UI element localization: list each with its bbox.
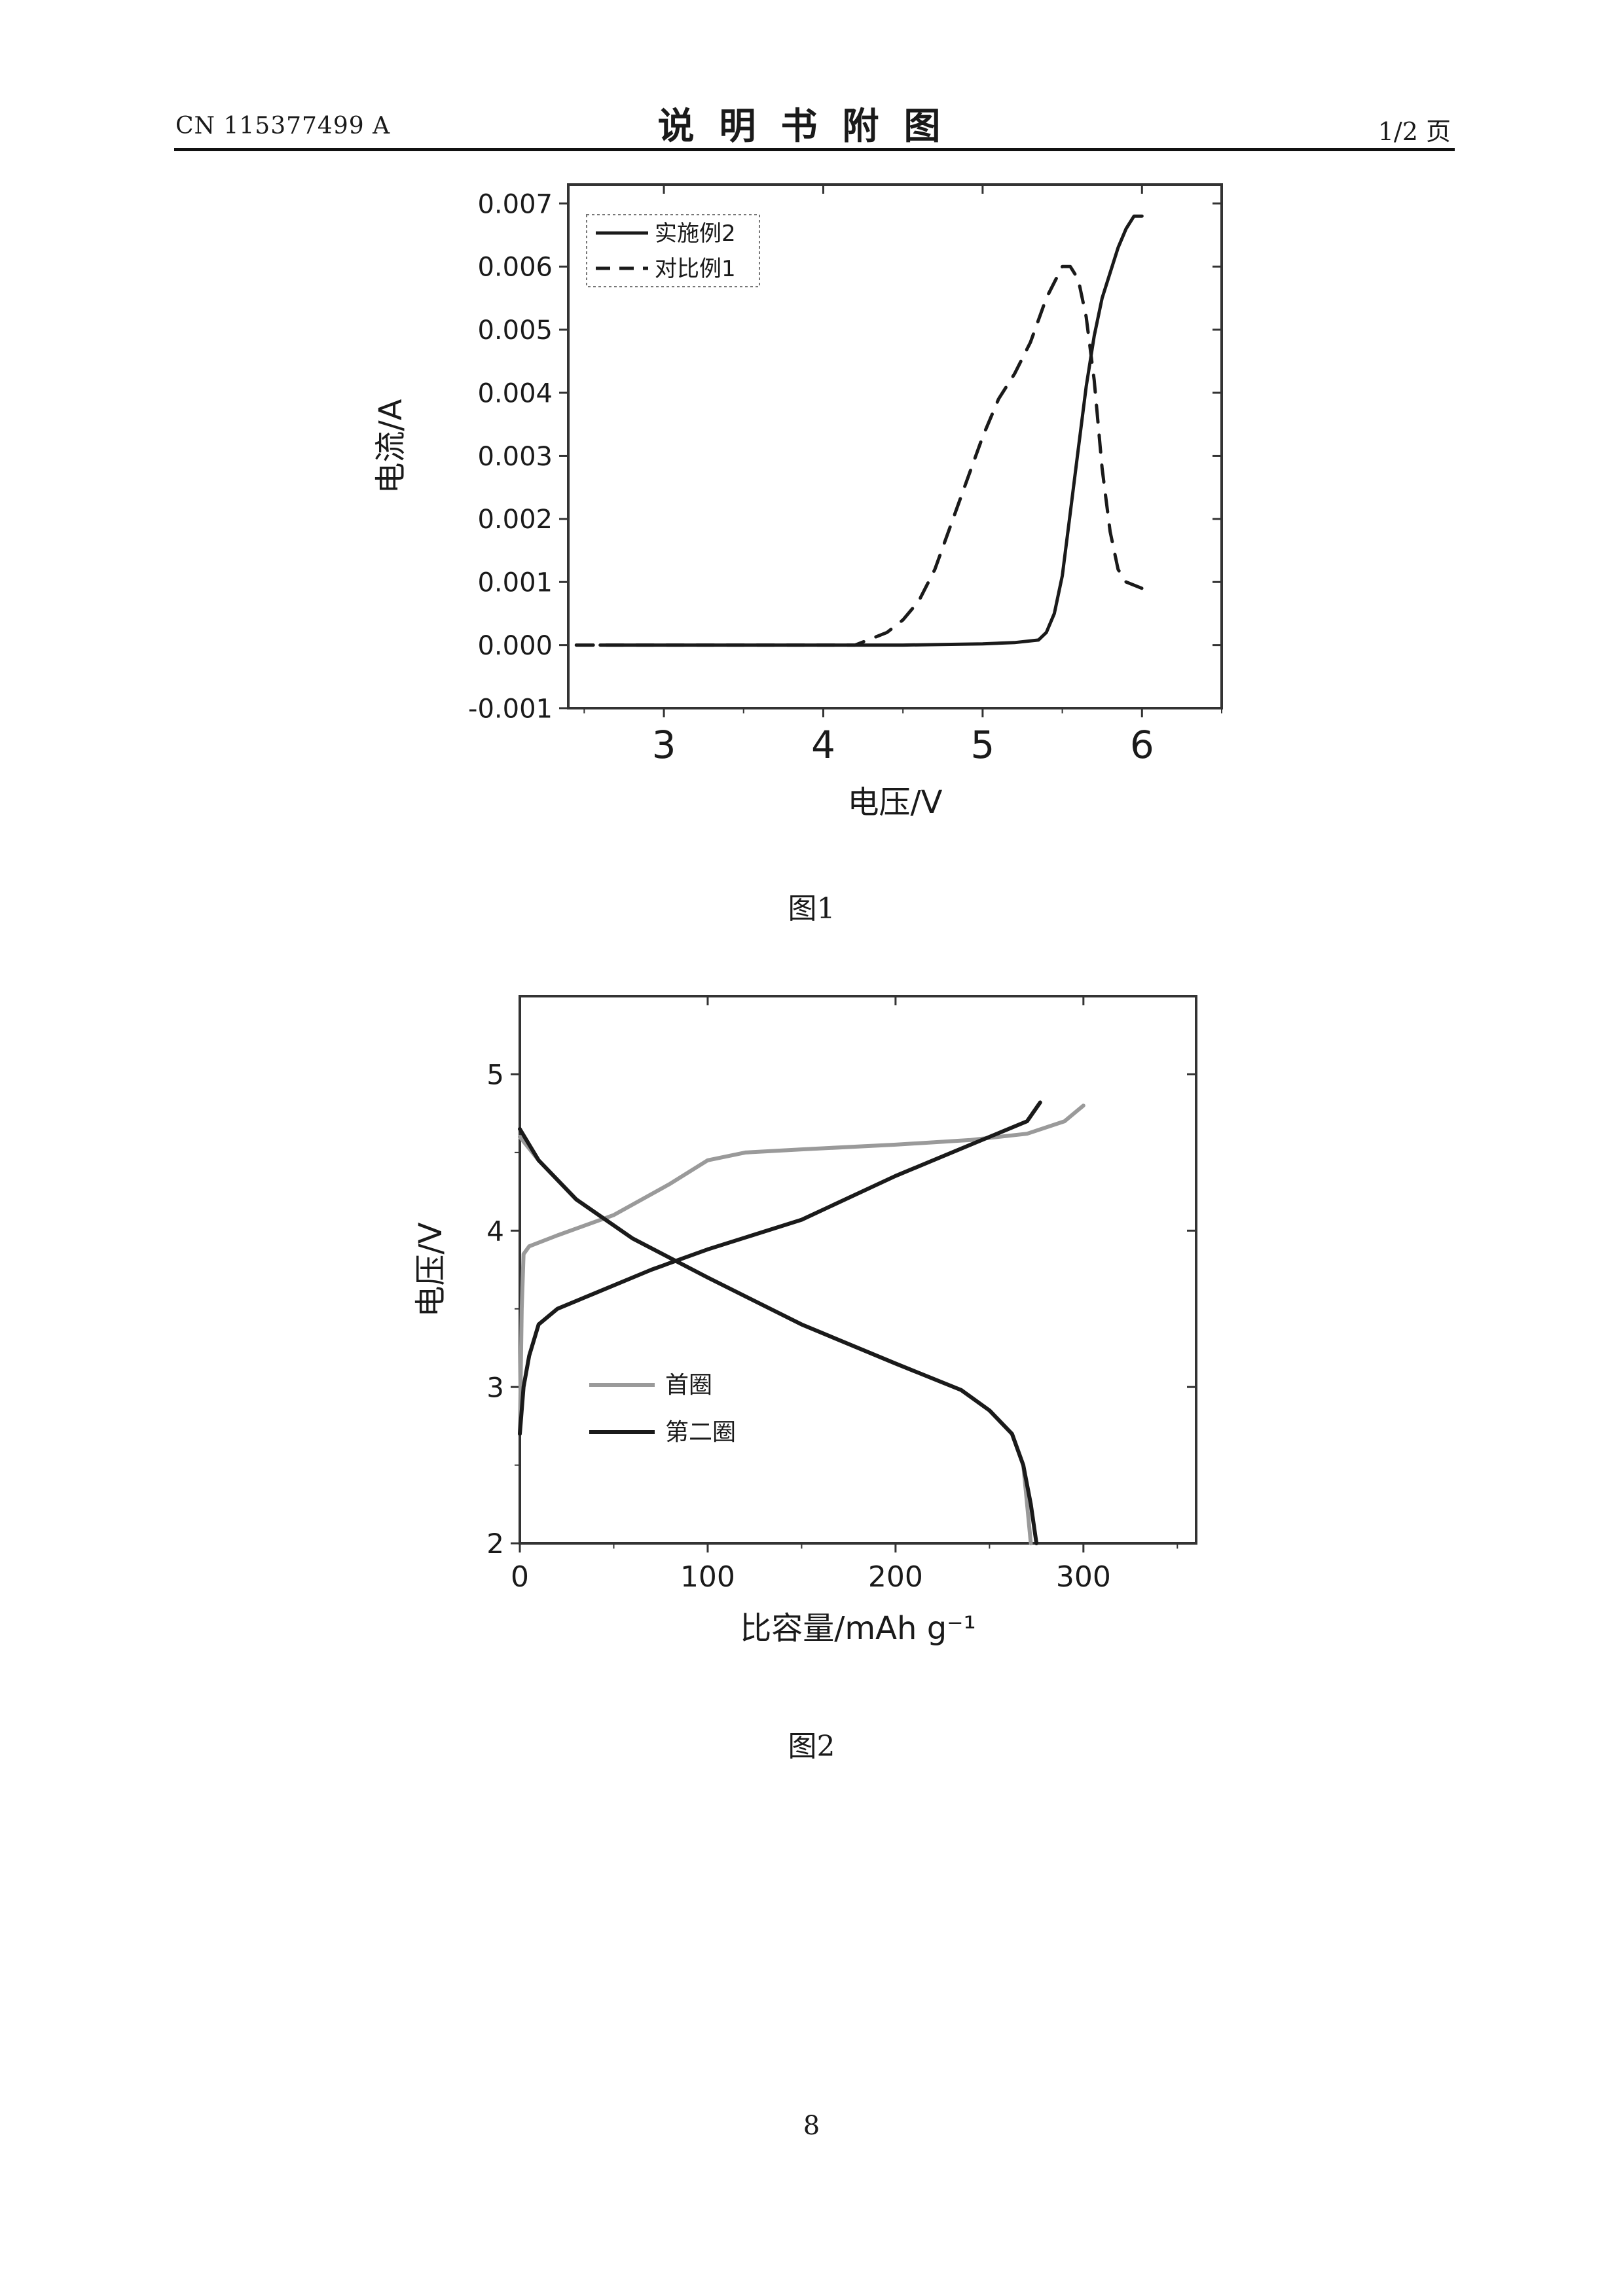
y-tick-label: 0.000 [477,631,553,661]
y-tick-label: 0.002 [477,505,553,535]
x-tick-label: 0 [511,1560,529,1594]
x-tick-label: 4 [811,723,835,767]
y-tick-label: 0.003 [477,442,553,472]
legend-label: 首圈 [665,1372,712,1399]
y-axis-label: 电流/A [373,399,409,493]
y-tick-label: 4 [486,1215,504,1247]
series-line [574,264,1144,647]
legend-box [586,214,760,287]
x-tick-label: 200 [868,1560,923,1594]
y-tick-label: 2 [486,1528,504,1560]
figure-1-chart: 3 4 5 6 -0.001 0.000 0.001 0.002 0.003 0.004 0.005… [373,183,1223,821]
legend-label: 第二圈 [665,1419,736,1446]
page-number: 8 [803,2111,820,2141]
page-indicator: 1/2 页 [1377,117,1451,146]
x-tick-label: 300 [1056,1560,1111,1594]
header-rule [174,148,1455,151]
y-tick-label: 3 [486,1371,504,1403]
legend-label: 对比例1 [655,256,736,282]
y-axis-label: 电压/V [412,1222,449,1317]
series-line-discharge [518,1127,1039,1545]
y-tick-label: 0.007 [477,189,553,219]
plot-frame [519,995,1197,1545]
x-axis-label: 比容量/mAh g⁻¹ [740,1610,976,1647]
x-tick-label: 5 [970,723,994,767]
y-tick-label: 0.004 [477,378,553,408]
series-line-charge [518,1100,1042,1436]
series-line-discharge [518,1135,1033,1545]
x-axis-label: 电压/V [847,784,942,821]
y-tick-label: 0.006 [477,253,553,283]
y-tick-label: 5 [486,1059,504,1091]
x-tick-label: 100 [680,1560,735,1594]
x-tick-label: 6 [1130,723,1154,767]
figure-2-caption: 图2 [788,1730,835,1763]
y-tick-label: 0.001 [477,568,553,598]
page-title: 说明书附图 [657,105,966,148]
y-tick-label: 0.005 [477,315,553,346]
series-line-charge [518,1103,1085,1436]
figure-1-caption: 图1 [788,892,835,925]
y-tick-label: -0.001 [468,694,553,724]
x-tick-label: 3 [652,723,676,767]
legend-label: 实施例2 [655,221,736,247]
plot-frame [567,183,1223,709]
document-number: CN 115377499 A [175,113,391,139]
